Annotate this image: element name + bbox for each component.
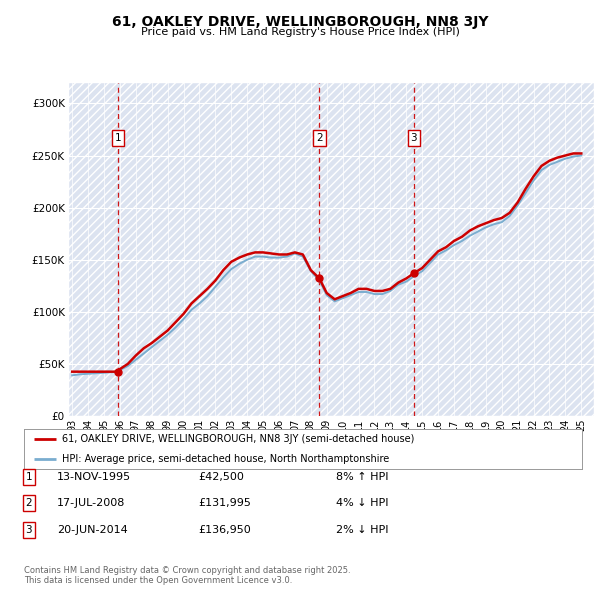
Text: Price paid vs. HM Land Registry's House Price Index (HPI): Price paid vs. HM Land Registry's House …: [140, 27, 460, 37]
Text: 2% ↓ HPI: 2% ↓ HPI: [336, 525, 389, 535]
Text: £131,995: £131,995: [198, 499, 251, 508]
Text: Contains HM Land Registry data © Crown copyright and database right 2025.
This d: Contains HM Land Registry data © Crown c…: [24, 566, 350, 585]
Text: 13-NOV-1995: 13-NOV-1995: [57, 472, 131, 481]
Text: HPI: Average price, semi-detached house, North Northamptonshire: HPI: Average price, semi-detached house,…: [62, 454, 389, 464]
Text: 20-JUN-2014: 20-JUN-2014: [57, 525, 128, 535]
Text: 3: 3: [25, 525, 32, 535]
Text: 2: 2: [316, 133, 323, 143]
Text: £136,950: £136,950: [198, 525, 251, 535]
Text: 61, OAKLEY DRIVE, WELLINGBOROUGH, NN8 3JY: 61, OAKLEY DRIVE, WELLINGBOROUGH, NN8 3J…: [112, 15, 488, 30]
Text: 61, OAKLEY DRIVE, WELLINGBOROUGH, NN8 3JY (semi-detached house): 61, OAKLEY DRIVE, WELLINGBOROUGH, NN8 3J…: [62, 434, 415, 444]
Text: 8% ↑ HPI: 8% ↑ HPI: [336, 472, 389, 481]
Text: 1: 1: [25, 472, 32, 481]
Text: 4% ↓ HPI: 4% ↓ HPI: [336, 499, 389, 508]
Text: 3: 3: [410, 133, 417, 143]
Text: £42,500: £42,500: [198, 472, 244, 481]
Text: 2: 2: [25, 499, 32, 508]
Text: 17-JUL-2008: 17-JUL-2008: [57, 499, 125, 508]
Text: 1: 1: [115, 133, 121, 143]
